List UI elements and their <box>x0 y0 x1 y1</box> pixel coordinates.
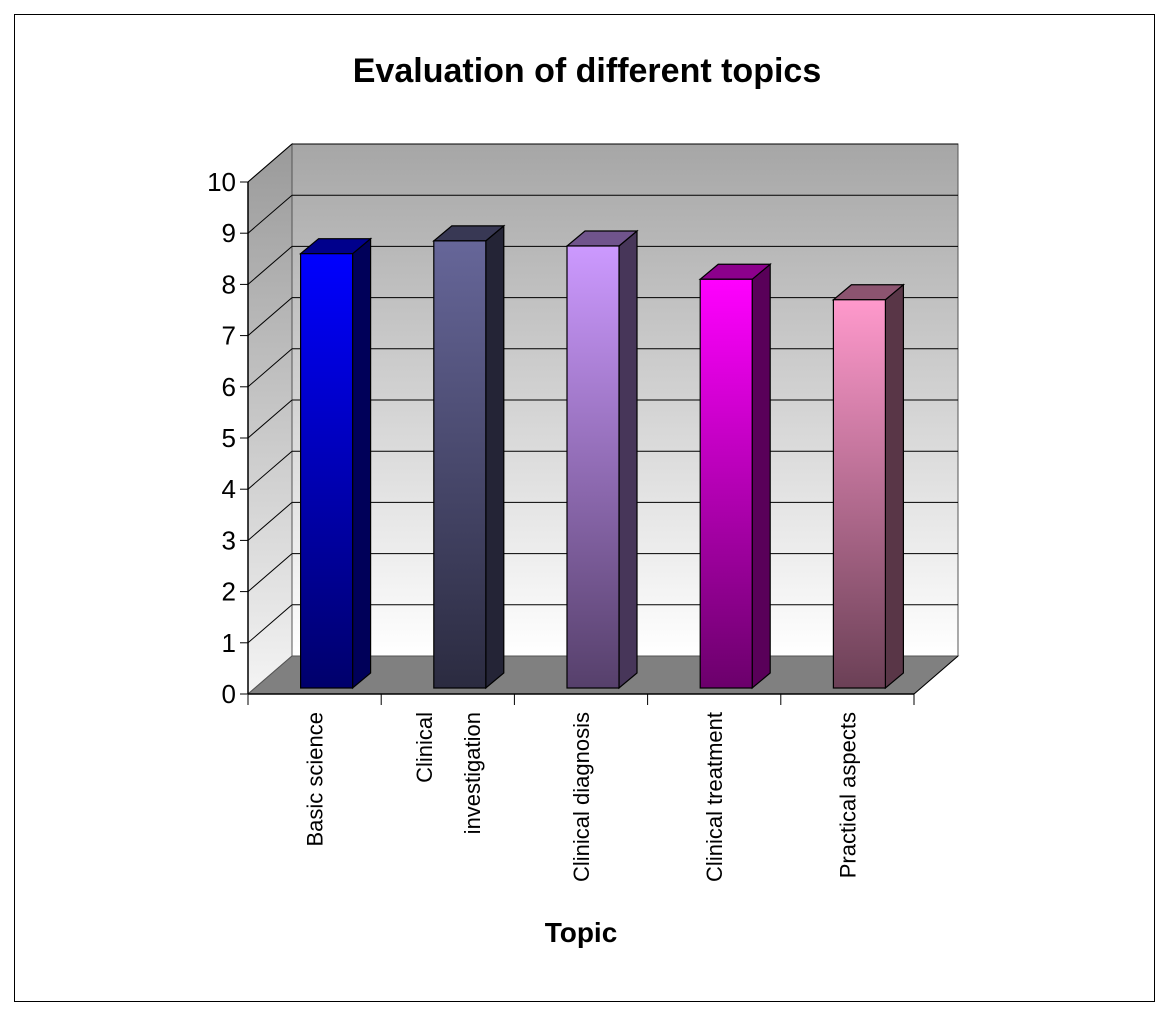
gridline-side <box>247 297 293 336</box>
x-category-label-line: Clinical <box>412 712 437 783</box>
y-tick-label: 2 <box>222 577 236 607</box>
gridline-side <box>247 194 293 234</box>
y-tick-label: 7 <box>222 321 236 351</box>
x-category-label-line: Basic science <box>303 712 328 847</box>
bar-2 <box>432 224 506 690</box>
plot-area: 0 1 2 3 4 5 6 7 8 9 10 Basic science Clinical investi… <box>207 142 960 882</box>
gridline-side <box>247 502 293 541</box>
gridline-side <box>247 348 293 388</box>
x-category-label-line: investigation <box>460 712 485 834</box>
bar-5 <box>831 283 906 690</box>
gridline-side <box>247 399 293 439</box>
bar-4 <box>698 262 772 690</box>
gridline-side <box>247 450 293 490</box>
y-tick-label: 10 <box>207 167 236 197</box>
x-axis-depth-line <box>913 655 959 695</box>
y-tick-label: 9 <box>222 218 236 248</box>
bar-side <box>884 283 905 690</box>
gridline-side <box>247 246 293 285</box>
bar-front <box>300 253 354 689</box>
bar-3 <box>565 229 639 690</box>
y-tick-label: 3 <box>222 525 236 555</box>
y-tick-label: 4 <box>222 474 236 504</box>
bar-front <box>566 245 620 689</box>
y-tick-label: 5 <box>222 423 236 453</box>
bar-front <box>433 240 487 689</box>
x-category-label: Basic science <box>303 712 328 847</box>
bar-side <box>751 262 771 690</box>
bar-front <box>699 278 753 689</box>
y-tick-label: 0 <box>222 679 236 709</box>
y-tick-label: 1 <box>222 628 236 658</box>
x-category-label-line: Practical aspects <box>835 712 860 878</box>
bar-side <box>485 224 505 690</box>
gridline-side <box>247 143 293 183</box>
chart-title: Evaluation of different topics <box>353 52 821 90</box>
x-category-label-line: Clinical treatment <box>702 712 727 882</box>
gridline-side <box>247 604 293 644</box>
x-axis-title: Topic <box>545 917 618 948</box>
bar-side <box>618 229 638 690</box>
x-category-label-line: Clinical diagnosis <box>569 712 594 882</box>
y-tick-label: 6 <box>222 372 236 402</box>
x-category-label: Clinical diagnosis <box>569 712 594 882</box>
bar-1 <box>298 237 373 690</box>
x-category-label: Clinical investigation <box>412 712 485 834</box>
gridline-side <box>247 553 293 592</box>
y-tick-label: 8 <box>222 269 236 299</box>
x-category-label: Clinical treatment <box>702 712 727 882</box>
x-category-label: Practical aspects <box>835 712 860 878</box>
bar-side <box>352 237 372 690</box>
bar-front <box>832 299 887 689</box>
